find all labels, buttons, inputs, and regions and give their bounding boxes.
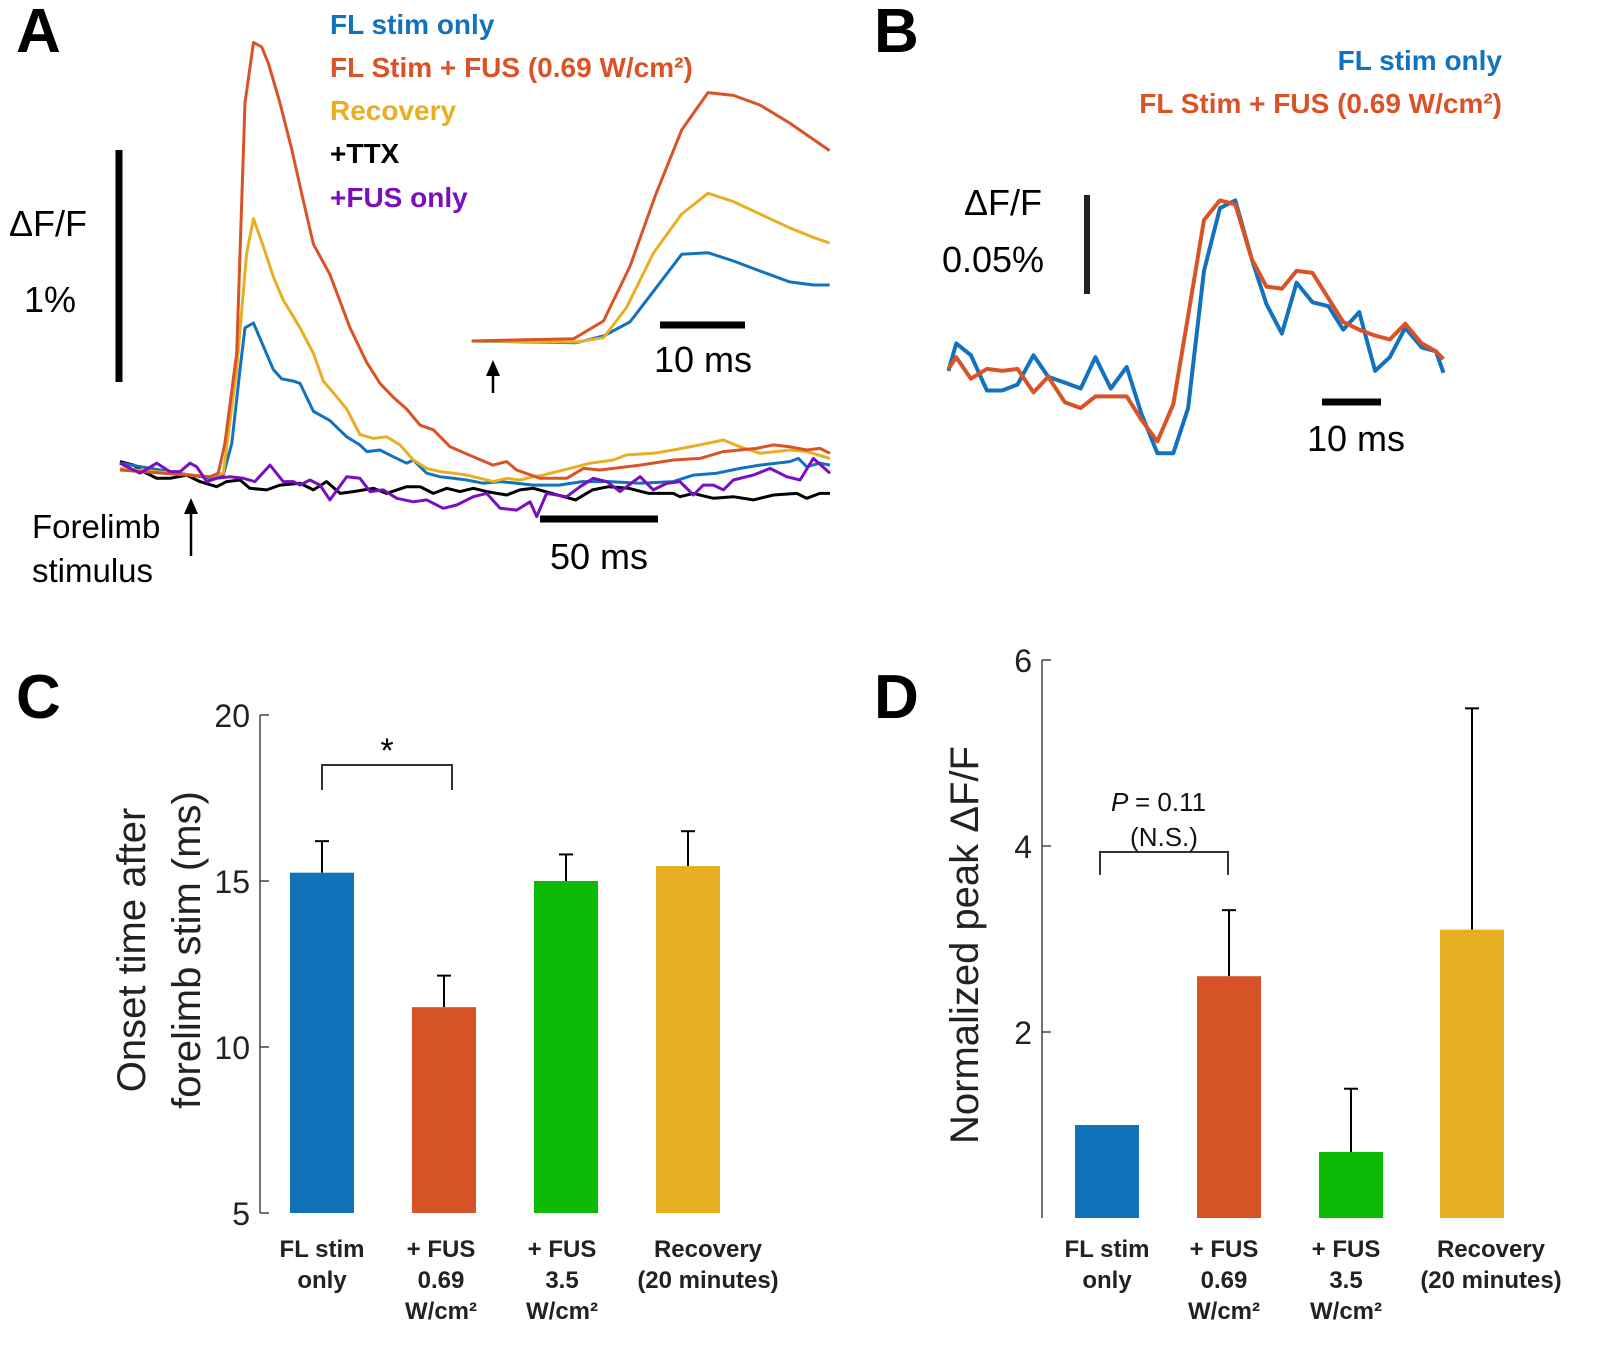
category-label: only	[297, 1267, 347, 1294]
p-value-bracket: P = 0.11 (N.S.)	[1099, 787, 1229, 875]
ns-note: (N.S.)	[1130, 822, 1198, 852]
bar-2	[412, 1007, 476, 1213]
category-label: (20 minutes)	[637, 1267, 778, 1294]
category-label: 3.5	[1329, 1267, 1362, 1294]
y-scale-value: 1%	[24, 279, 76, 320]
b-y-scale-label: ΔF/F	[964, 182, 1042, 223]
b-trace-fl-stim-fus-0-69-w-cm	[946, 198, 1445, 444]
stimulus-label-line1: Forelimb	[32, 508, 160, 545]
category-label: W/cm²	[526, 1298, 598, 1325]
category-label: W/cm²	[1188, 1298, 1260, 1325]
bar-4	[1440, 929, 1504, 1218]
y-tick-label: 20	[214, 698, 250, 734]
bars-d: 2 4 6 FL stim only + FUS 0.69 W/cm² + FUS 3.5 W/cm…	[1014, 643, 1561, 1325]
a-trace-fl-stim-fus-0-69-w-cm	[119, 40, 831, 480]
legend-recovery: Recovery	[330, 95, 457, 126]
bar-1	[1075, 1125, 1139, 1218]
y-tick-label: 6	[1014, 643, 1032, 679]
b-trace-fl-stim-only	[946, 198, 1446, 456]
panel-d: D Normalized peak ΔF/F 2 4 6 FL stim only + F…	[874, 643, 1562, 1325]
category-label: 0.69	[1201, 1267, 1248, 1294]
bars-c: 5 10 15 20 FL stim only + FUS 0.69 W/cm² + FUS 3.5…	[214, 698, 778, 1325]
panel-label-c: C	[16, 663, 61, 732]
inset-x-scale-value: 10 ms	[654, 339, 752, 380]
legend-b-fl-stim-fus: FL Stim + FUS (0.69 W/cm²)	[1139, 88, 1502, 119]
category-label: Recovery	[654, 1236, 763, 1263]
p-label: P	[1111, 787, 1129, 817]
a-trace-ttx	[119, 460, 830, 502]
y-scale-label: ΔF/F	[9, 203, 87, 244]
legend-fus-only: +FUS only	[330, 182, 468, 213]
inset-trace-fl-stim-fus-0-69-w-cm	[471, 91, 831, 343]
bar-2	[1197, 976, 1261, 1218]
legend-b-fl-stim-only: FL stim only	[1338, 45, 1503, 76]
legend-ttx: +TTX	[330, 138, 400, 169]
panel-a: A FL stim only FL Stim + FUS (0.69 W/cm²…	[9, 0, 831, 589]
bar-3	[1319, 1151, 1383, 1218]
category-label: only	[1082, 1267, 1132, 1294]
c-ylabel-line1: Onset time after	[110, 808, 154, 1093]
significance-bracket: *	[321, 732, 453, 790]
category-label: + FUS	[1312, 1236, 1381, 1263]
d-ylabel: Normalized peak ΔF/F	[943, 746, 987, 1144]
a-trace-fl-stim-only	[119, 321, 831, 487]
c-ylabel-line2: forelimb stim (ms)	[165, 791, 209, 1109]
y-tick-label: 2	[1014, 1015, 1032, 1051]
category-label: + FUS	[407, 1236, 476, 1263]
panel-c: C Onset time after forelimb stim (ms) 5 1…	[16, 663, 779, 1325]
category-label: (20 minutes)	[1420, 1267, 1561, 1294]
traces-b	[946, 198, 1446, 456]
category-label: + FUS	[528, 1236, 597, 1263]
y-tick-label: 5	[232, 1196, 250, 1232]
category-label: 0.69	[418, 1267, 465, 1294]
stimulus-label-line2: stimulus	[32, 552, 153, 589]
panel-label-a: A	[16, 0, 61, 66]
inset-trace-fl-stim-only	[471, 251, 830, 345]
category-label: W/cm²	[405, 1298, 477, 1325]
bar-1	[290, 872, 354, 1213]
category-label: Recovery	[1437, 1236, 1546, 1263]
category-label: W/cm²	[1310, 1298, 1382, 1325]
inset-trace-recovery	[471, 191, 831, 344]
a-trace-fus-only	[119, 456, 831, 519]
traces-inset	[471, 91, 831, 345]
category-label: FL stim	[280, 1236, 365, 1263]
legend-fl-stim-fus: FL Stim + FUS (0.69 W/cm²)	[330, 52, 693, 83]
category-label: + FUS	[1190, 1236, 1259, 1263]
panel-b: B FL stim only FL Stim + FUS (0.69 W/cm²…	[874, 0, 1502, 459]
legend-fl-stim-only: FL stim only	[330, 9, 495, 40]
significance-star: *	[380, 732, 393, 770]
bar-3	[534, 881, 598, 1213]
panel-label-d: D	[874, 663, 919, 732]
b-y-scale-value: 0.05%	[942, 239, 1044, 280]
a-trace-recovery	[119, 217, 831, 484]
inset-stimulus-arrow-icon	[486, 360, 500, 393]
p-value: = 0.11	[1135, 787, 1206, 817]
panel-label-b: B	[874, 0, 919, 66]
x-scale-value: 50 ms	[550, 536, 648, 577]
y-tick-label: 4	[1014, 829, 1032, 865]
stimulus-arrow-icon	[184, 498, 198, 556]
category-label: 3.5	[545, 1267, 578, 1294]
b-x-scale-value: 10 ms	[1307, 418, 1405, 459]
y-tick-label: 10	[214, 1030, 250, 1066]
y-tick-label: 15	[214, 864, 250, 900]
category-label: FL stim	[1065, 1236, 1150, 1263]
bar-4	[656, 866, 720, 1213]
traces-main	[119, 40, 831, 519]
